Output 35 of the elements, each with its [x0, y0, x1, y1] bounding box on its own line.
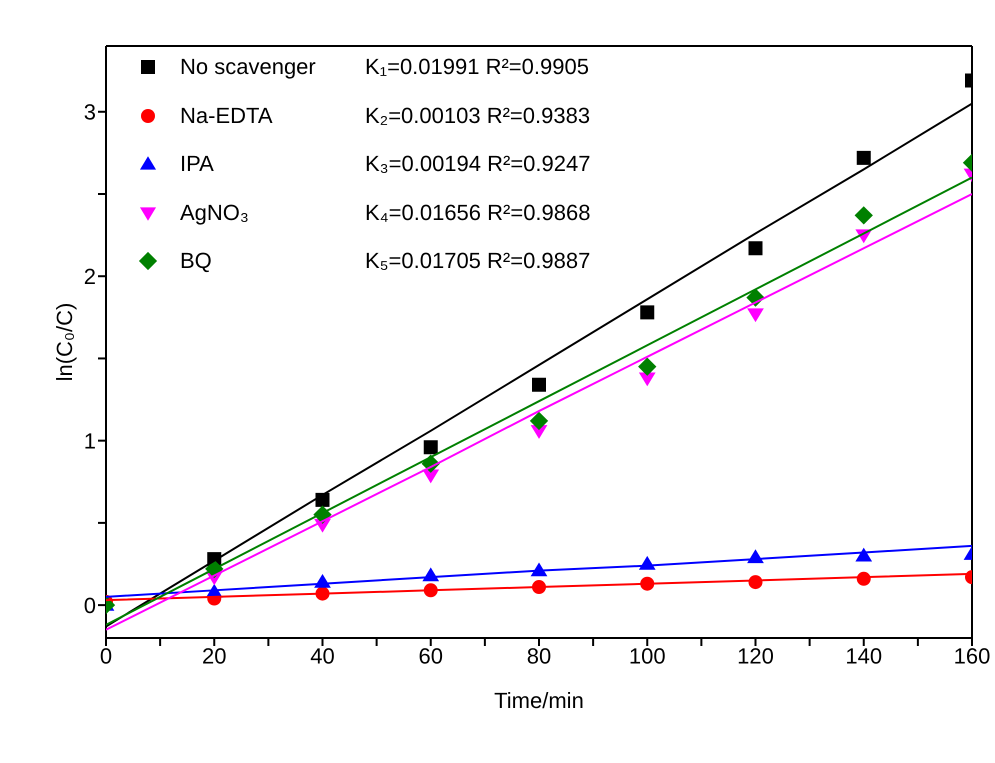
x-tick-label: 20 — [202, 644, 226, 669]
point — [854, 206, 873, 224]
annotation: K₁=0.01991 R²=0.9905 — [365, 53, 589, 81]
x-tick-label: 40 — [310, 644, 335, 669]
legend-label: IPA — [180, 150, 215, 178]
annotation: K₅=0.01705 R²=0.9887 — [365, 247, 590, 275]
point — [748, 308, 764, 322]
x-tick-label: 100 — [628, 644, 666, 669]
x-tick-label: 140 — [845, 644, 882, 669]
x-axis-title: Time/min — [494, 688, 584, 713]
x-tick-label: 120 — [737, 644, 774, 669]
y-tick-label: 2 — [84, 264, 96, 290]
x-tick-label: 0 — [100, 644, 112, 669]
x-tick-label: 80 — [526, 644, 552, 669]
point — [638, 358, 656, 376]
point — [530, 412, 548, 430]
legend-label: BQ — [180, 247, 213, 275]
annotation: K₄=0.01656 R²=0.9868 — [365, 198, 590, 226]
legend-label: Na-EDTA — [180, 102, 274, 130]
x-tick-label: 160 — [954, 644, 990, 669]
y-axis-title: ln(C₀/C) — [52, 302, 77, 382]
point — [748, 241, 762, 256]
legend-label: AgNO₃ — [180, 198, 250, 227]
point — [532, 378, 546, 392]
point — [424, 440, 438, 454]
point — [640, 305, 654, 320]
point — [856, 548, 872, 562]
point — [856, 150, 871, 165]
x-tick-label: 60 — [418, 644, 443, 669]
annotation: K₃=0.00194 R²=0.9247 — [365, 150, 590, 178]
annotation: K₂=0.00103 R²=0.9383 — [365, 102, 590, 130]
y-tick-label: 1 — [84, 428, 96, 454]
y-tick-label: 3 — [84, 100, 96, 125]
y-tick-label: 0 — [84, 592, 96, 618]
legend-label: No scavenger — [180, 53, 317, 81]
